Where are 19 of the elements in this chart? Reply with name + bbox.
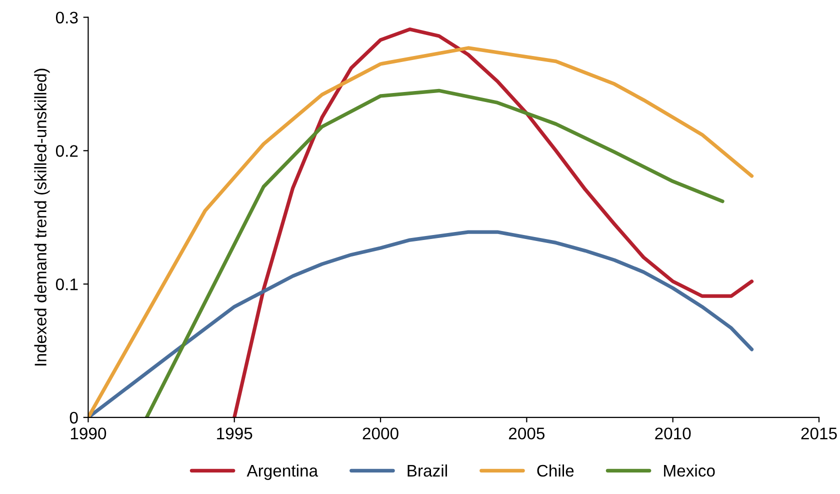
legend-label: Chile	[537, 464, 574, 477]
y-tick-label: 0.2	[56, 145, 78, 157]
legend-label: Brazil	[408, 464, 447, 477]
line-series	[88, 46, 754, 418]
legend-label: Argentina	[246, 464, 318, 480]
x-tick-label: 1995	[217, 428, 252, 440]
y-tick-label: 0	[70, 412, 78, 424]
y-axis-title: Indexed demand trend (skilled-unskilled)	[34, 68, 50, 366]
x-tick-label: 2015	[801, 428, 837, 440]
x-tick-label: 2010	[655, 428, 691, 440]
line-series	[144, 88, 724, 418]
line-series	[88, 230, 754, 418]
x-tick-label: 1990	[70, 428, 106, 440]
x-tick-label: 2000	[362, 428, 398, 440]
y-tick-label: 0.3	[56, 12, 78, 24]
x-tick-label: 2005	[508, 428, 545, 440]
legend-label: Mexico	[664, 464, 715, 477]
y-tick-label: 0.1	[56, 278, 78, 290]
line-series	[232, 27, 754, 418]
